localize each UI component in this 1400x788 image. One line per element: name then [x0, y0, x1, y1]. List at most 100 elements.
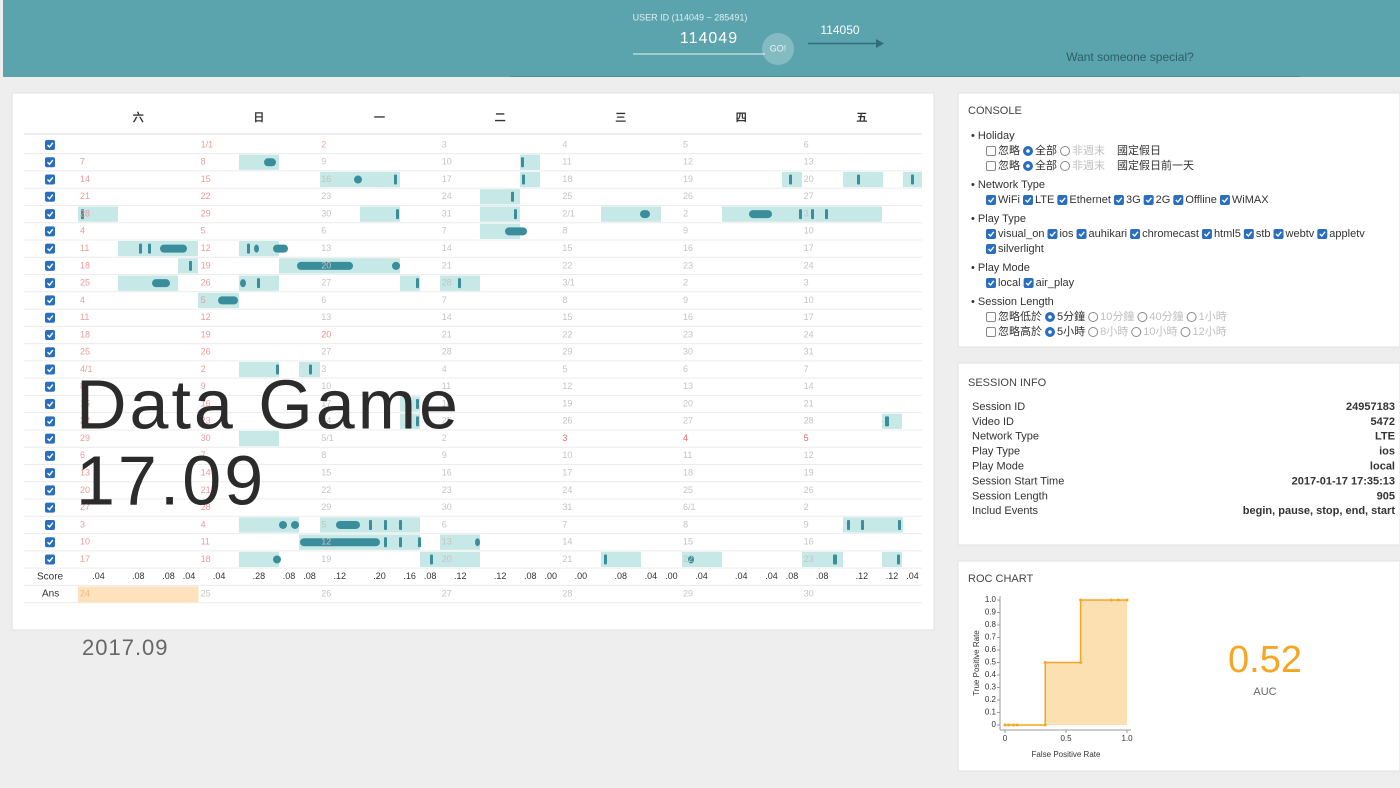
row-checkbox[interactable]: [45, 295, 55, 306]
row-checkbox-tick[interactable]: [47, 142, 54, 149]
go-button-label[interactable]: GO!: [770, 43, 787, 53]
option-checkbox[interactable]: [1219, 195, 1230, 205]
option-radio[interactable]: [1088, 312, 1099, 322]
special-link[interactable]: Want someone special?: [1066, 50, 1194, 64]
option-label[interactable]: appletv: [1329, 228, 1365, 240]
option-label[interactable]: 忽略高於: [998, 324, 1042, 338]
go-button[interactable]: [762, 33, 794, 65]
option-radio[interactable]: [1186, 312, 1197, 322]
row-checkbox-tick[interactable]: [47, 470, 54, 477]
row-checkbox[interactable]: [45, 381, 55, 392]
option-checkbox-tick[interactable]: [988, 280, 995, 287]
option-radio[interactable]: [1131, 327, 1142, 337]
option-label[interactable]: air_play: [1036, 277, 1075, 289]
option-label[interactable]: local: [998, 277, 1021, 289]
row-checkbox-tick[interactable]: [47, 505, 54, 511]
option-checkbox[interactable]: [1113, 195, 1124, 205]
option-label[interactable]: 非週末: [1072, 158, 1105, 172]
row-checkbox[interactable]: [45, 537, 55, 548]
option-radio-dot[interactable]: [1048, 330, 1052, 334]
option-checkbox[interactable]: [1317, 229, 1328, 239]
row-checkbox-tick[interactable]: [47, 349, 54, 356]
option-label[interactable]: 10分鐘: [1100, 309, 1134, 323]
option-label[interactable]: 非週末: [1072, 143, 1105, 157]
row-checkbox-tick[interactable]: [47, 315, 54, 321]
row-checkbox[interactable]: [45, 329, 55, 340]
option-label[interactable]: 1小時: [1199, 310, 1227, 323]
option-checkbox[interactable]: [986, 146, 996, 156]
option-label[interactable]: webtv: [1285, 228, 1315, 240]
option-checkbox-tick[interactable]: [1175, 197, 1182, 204]
option-checkbox-tick[interactable]: [988, 197, 995, 204]
option-checkbox[interactable]: [1057, 195, 1068, 205]
option-radio[interactable]: [1060, 146, 1070, 156]
option-label[interactable]: html5: [1214, 228, 1241, 240]
option-radio-dot[interactable]: [1026, 149, 1030, 153]
row-checkbox-tick[interactable]: [47, 263, 54, 269]
row-checkbox[interactable]: [45, 364, 55, 375]
option-checkbox-tick[interactable]: [1115, 197, 1123, 204]
option-label[interactable]: 12小時: [1193, 325, 1227, 338]
option-label[interactable]: silverlight: [998, 243, 1044, 255]
option-checkbox-tick[interactable]: [1145, 197, 1152, 204]
row-checkbox-tick[interactable]: [47, 487, 54, 494]
row-checkbox[interactable]: [45, 312, 55, 323]
row-checkbox-tick[interactable]: [47, 384, 54, 390]
row-checkbox[interactable]: [45, 485, 55, 496]
row-checkbox[interactable]: [45, 416, 55, 427]
row-checkbox[interactable]: [45, 433, 55, 444]
option-label[interactable]: Ethernet: [1069, 194, 1111, 206]
row-checkbox[interactable]: [45, 278, 55, 289]
row-checkbox[interactable]: [45, 347, 55, 358]
option-checkbox[interactable]: [1273, 229, 1284, 239]
row-checkbox-tick[interactable]: [47, 539, 54, 546]
option-label[interactable]: 3G: [1126, 194, 1141, 206]
option-checkbox-tick[interactable]: [1275, 231, 1282, 238]
row-checkbox[interactable]: [45, 140, 55, 150]
option-checkbox[interactable]: [1130, 229, 1141, 239]
option-label[interactable]: visual_on: [998, 228, 1044, 240]
row-checkbox-tick[interactable]: [47, 280, 54, 287]
row-checkbox-tick[interactable]: [47, 245, 54, 252]
row-checkbox[interactable]: [45, 174, 55, 185]
option-label[interactable]: 忽略: [998, 143, 1020, 157]
option-label[interactable]: ios: [1059, 228, 1074, 240]
option-label[interactable]: 2G: [1156, 194, 1171, 206]
option-label[interactable]: 8小時: [1100, 325, 1128, 338]
row-checkbox[interactable]: [45, 226, 55, 237]
option-checkbox[interactable]: [1047, 229, 1058, 239]
row-checkbox[interactable]: [45, 468, 55, 479]
option-label[interactable]: stb: [1256, 228, 1271, 240]
row-checkbox-tick[interactable]: [47, 522, 54, 528]
option-checkbox[interactable]: [986, 312, 996, 322]
option-checkbox-tick[interactable]: [1059, 197, 1066, 204]
option-checkbox[interactable]: [1143, 195, 1154, 205]
option-checkbox[interactable]: [1173, 195, 1184, 205]
option-checkbox-tick[interactable]: [988, 246, 995, 253]
option-radio[interactable]: [1060, 161, 1070, 171]
user-id-input[interactable]: 114049: [680, 30, 738, 47]
row-checkbox[interactable]: [45, 554, 55, 565]
option-checkbox-tick[interactable]: [1221, 197, 1229, 204]
row-checkbox[interactable]: [45, 191, 55, 202]
option-checkbox[interactable]: [986, 161, 996, 171]
option-checkbox[interactable]: [986, 278, 996, 288]
row-checkbox-tick[interactable]: [47, 435, 54, 442]
row-checkbox[interactable]: [45, 519, 55, 530]
option-checkbox[interactable]: [986, 327, 996, 337]
option-label[interactable]: Offline: [1185, 194, 1217, 206]
row-checkbox[interactable]: [45, 450, 55, 461]
option-checkbox[interactable]: [986, 195, 996, 205]
option-checkbox-tick[interactable]: [1319, 231, 1326, 238]
option-label[interactable]: chromecast: [1142, 228, 1199, 240]
option-checkbox-tick[interactable]: [1132, 231, 1139, 238]
option-radio[interactable]: [1180, 327, 1191, 337]
option-checkbox[interactable]: [1243, 229, 1254, 239]
option-checkbox-tick[interactable]: [1025, 280, 1032, 287]
option-checkbox[interactable]: [986, 229, 996, 239]
option-label[interactable]: 10小時: [1143, 325, 1177, 338]
option-label[interactable]: 忽略低於: [998, 309, 1042, 323]
row-checkbox[interactable]: [45, 209, 55, 220]
row-checkbox[interactable]: [45, 243, 55, 254]
row-checkbox-tick[interactable]: [47, 159, 54, 166]
